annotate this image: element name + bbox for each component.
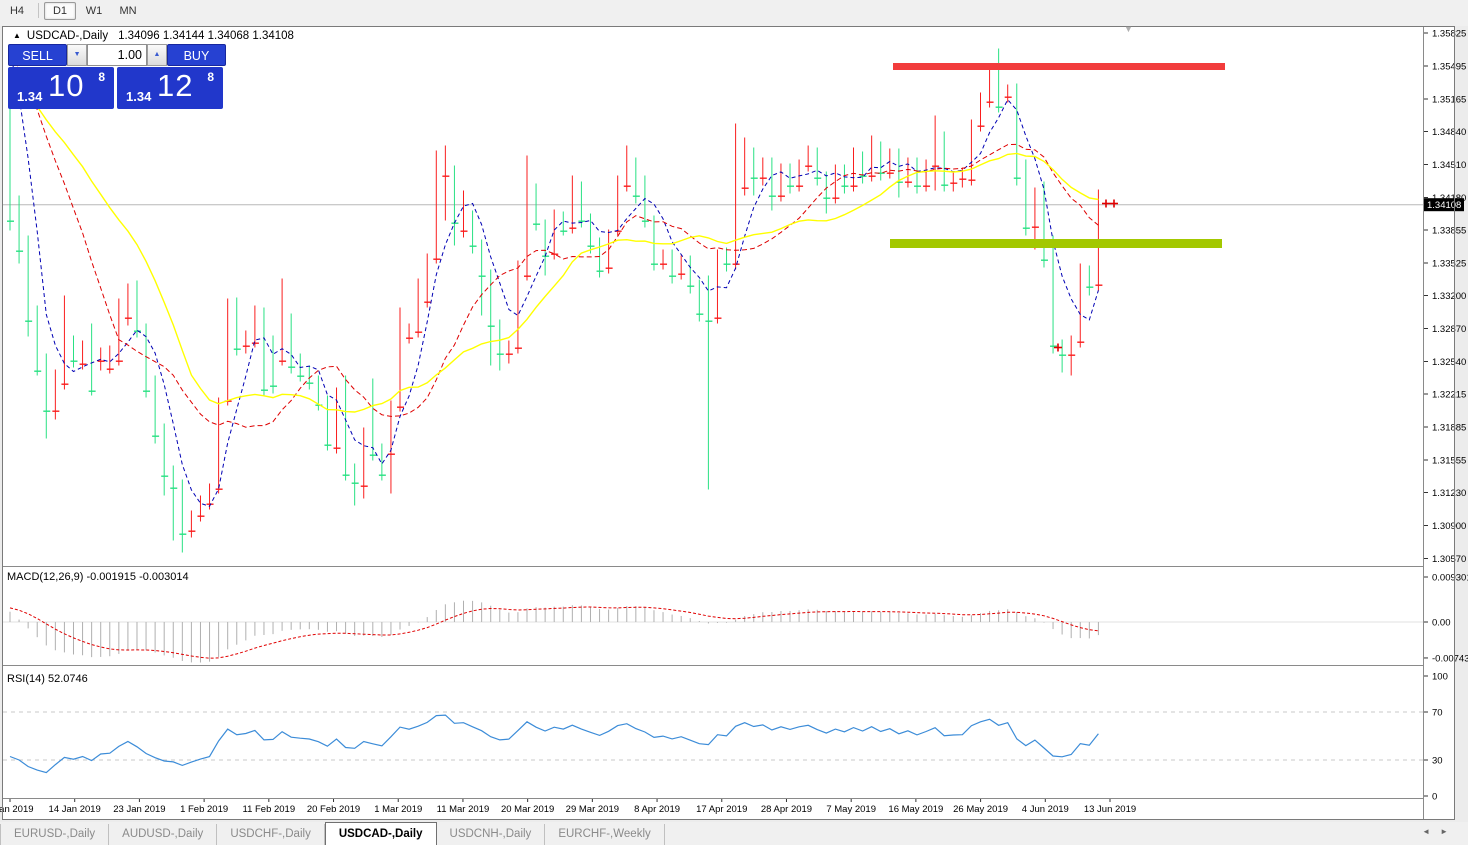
svg-text:1.35495: 1.35495	[1432, 62, 1466, 73]
sell-price-prefix: 1.34	[17, 89, 43, 104]
toolbar-separator	[38, 3, 39, 18]
rsi-indicator-label: RSI(14) 52.0746	[7, 673, 88, 685]
sell-price-panel[interactable]: 1.34 10 8	[8, 67, 114, 109]
svg-text:1.32540: 1.32540	[1432, 357, 1466, 368]
svg-text:70: 70	[1432, 708, 1443, 719]
chart-ohlc-values: 1.34096 1.34144 1.34068 1.34108	[118, 30, 294, 42]
timeframe-button-d1[interactable]: D1	[44, 2, 76, 20]
buy-price-big: 12	[157, 68, 194, 103]
svg-text:20 Mar 2019: 20 Mar 2019	[501, 804, 554, 815]
volume-increase-button[interactable]: ▲	[147, 44, 167, 66]
tab-scroll-right-icon[interactable]: ►	[1440, 827, 1458, 836]
chart-tab-bar: EURUSD-,Daily AUDUSD-,Daily USDCHF-,Daily U…	[0, 822, 1468, 845]
svg-text:1.33525: 1.33525	[1432, 259, 1466, 270]
svg-text:17 Apr 2019: 17 Apr 2019	[696, 804, 747, 815]
svg-text:1.30900: 1.30900	[1432, 521, 1466, 532]
timeframe-toolbar: H4 D1 W1 MN	[0, 0, 1468, 26]
chart-tab-usdcnh[interactable]: USDCNH-,Daily	[437, 824, 546, 845]
chart-symbol-label: USDCAD-,Daily	[26, 30, 109, 42]
svg-text:29 Mar 2019: 29 Mar 2019	[566, 804, 619, 815]
sell-price-sup: 8	[98, 70, 105, 84]
svg-text:1.33855: 1.33855	[1432, 226, 1466, 237]
svg-text:1.35165: 1.35165	[1432, 95, 1466, 106]
volume-decrease-button[interactable]: ▼	[67, 44, 87, 66]
svg-text:20 Feb 2019: 20 Feb 2019	[307, 804, 360, 815]
svg-text:26 May 2019: 26 May 2019	[953, 804, 1008, 815]
svg-text:11 Feb 2019: 11 Feb 2019	[242, 804, 295, 815]
svg-text:100: 100	[1432, 672, 1448, 683]
svg-text:1 Mar 2019: 1 Mar 2019	[374, 804, 422, 815]
svg-text:1.31230: 1.31230	[1432, 488, 1466, 499]
svg-text:1.32215: 1.32215	[1432, 390, 1466, 401]
svg-text:1.35825: 1.35825	[1432, 29, 1466, 40]
svg-text:-0.007433: -0.007433	[1432, 653, 1468, 664]
svg-text:28 Apr 2019: 28 Apr 2019	[761, 804, 812, 815]
buy-price-panel[interactable]: 1.34 12 8	[117, 67, 223, 109]
timeframe-button-h4[interactable]: H4	[9, 5, 25, 17]
chart-tab-usdcad[interactable]: USDCAD-,Daily	[324, 822, 437, 845]
buy-price-sup: 8	[207, 70, 214, 84]
svg-text:0.009301: 0.009301	[1432, 573, 1468, 584]
timeframe-button-w1[interactable]: W1	[85, 5, 103, 17]
sell-button[interactable]: SELL	[8, 44, 68, 66]
svg-text:1.34108: 1.34108	[1427, 200, 1461, 211]
svg-text:13 Jun 2019: 13 Jun 2019	[1084, 804, 1136, 815]
chart-tab-eurchf[interactable]: EURCHF-,Weekly	[545, 824, 665, 845]
svg-text:1.32870: 1.32870	[1432, 324, 1466, 335]
chart-header: ▲ USDCAD-,Daily 1.34096 1.34144 1.34068 1.…	[13, 30, 294, 42]
svg-text:30: 30	[1432, 756, 1443, 767]
svg-text:1.31885: 1.31885	[1432, 423, 1466, 434]
svg-text:8 Apr 2019: 8 Apr 2019	[634, 804, 680, 815]
svg-text:4 Jan 2019: 4 Jan 2019	[0, 804, 34, 815]
svg-text:7 May 2019: 7 May 2019	[826, 804, 876, 815]
one-click-trade-panel: SELL ▼ ▲ BUY 1.34 10 8 1.34 12 8	[8, 44, 226, 110]
buy-button[interactable]: BUY	[166, 44, 226, 66]
svg-text:1.34840: 1.34840	[1432, 127, 1466, 138]
chart-tab-audusd[interactable]: AUDUSD-,Daily	[109, 824, 218, 845]
timeframe-button-mn[interactable]: MN	[119, 5, 137, 17]
volume-input[interactable]	[87, 44, 147, 66]
tab-scroll-left-icon[interactable]: ◄	[1422, 827, 1441, 836]
sell-price-big: 10	[48, 68, 85, 103]
svg-text:4 Jun 2019: 4 Jun 2019	[1022, 804, 1069, 815]
macd-indicator-label: MACD(12,26,9) -0.001915 -0.003014	[7, 571, 189, 583]
buy-price-prefix: 1.34	[126, 89, 152, 104]
svg-text:1.34510: 1.34510	[1432, 160, 1466, 171]
tab-scroll-arrows: ◄►	[1422, 827, 1458, 836]
svg-text:11 Mar 2019: 11 Mar 2019	[437, 804, 490, 815]
svg-text:1 Feb 2019: 1 Feb 2019	[180, 804, 228, 815]
chart-tab-eurusd[interactable]: EURUSD-,Daily	[0, 824, 110, 845]
chart-tab-usdchf[interactable]: USDCHF-,Daily	[217, 824, 325, 845]
svg-text:1.33200: 1.33200	[1432, 291, 1466, 302]
svg-text:1.31555: 1.31555	[1432, 456, 1466, 467]
svg-text:1.30570: 1.30570	[1432, 554, 1466, 565]
collapse-triangle-icon[interactable]: ▲	[13, 31, 21, 40]
svg-text:0: 0	[1432, 792, 1437, 803]
chart-shift-icon[interactable]: ▼	[1124, 24, 1133, 34]
svg-text:0.00: 0.00	[1432, 618, 1451, 629]
svg-text:14 Jan 2019: 14 Jan 2019	[49, 804, 101, 815]
svg-text:23 Jan 2019: 23 Jan 2019	[113, 804, 165, 815]
svg-text:16 May 2019: 16 May 2019	[888, 804, 943, 815]
